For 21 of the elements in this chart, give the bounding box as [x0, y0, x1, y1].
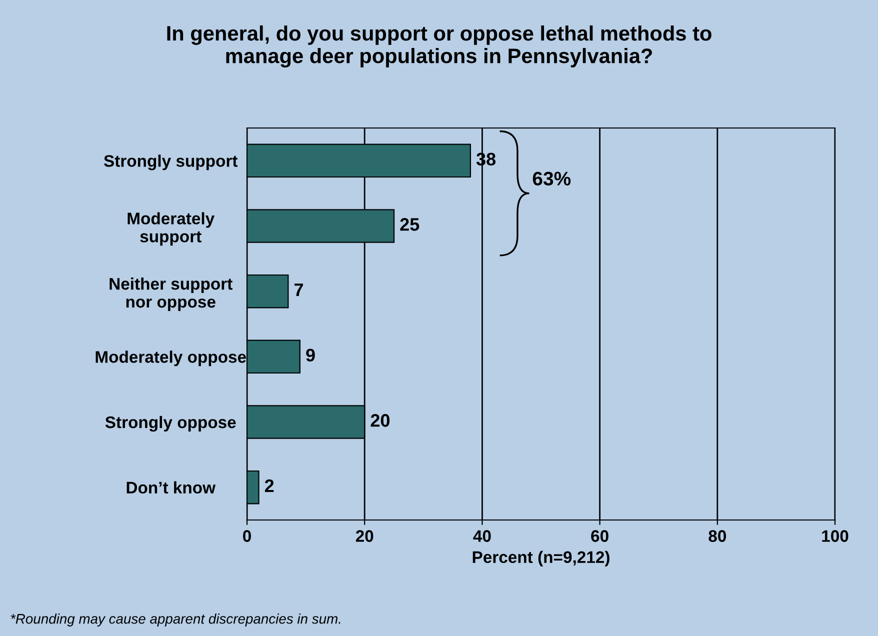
- data-label: 7: [294, 284, 303, 296]
- x-tick-label: 80: [708, 530, 726, 542]
- x-axis-title: Percent (n=9,212): [472, 550, 610, 566]
- x-tick-label: 0: [243, 530, 251, 542]
- data-label: 9: [306, 348, 315, 362]
- x-tick-label: 20: [356, 530, 374, 542]
- y-tick-label: Strongly oppose: [105, 416, 236, 432]
- x-tick-label: 60: [591, 530, 608, 542]
- y-tick-label: Don’t know: [126, 481, 216, 494]
- y-tick-label: Moderately oppose: [96, 350, 246, 366]
- y-tick-label: Moderately support: [128, 212, 215, 246]
- x-tick-label: 100: [822, 530, 848, 542]
- y-tick-label: Strongly support: [104, 154, 238, 170]
- annotation: 63%: [532, 172, 571, 186]
- y-tick-label: Neither support nor oppose: [110, 278, 232, 312]
- text: *Rounding may cause apparent discrepancies in sum.: [10, 614, 340, 626]
- data-label: 20: [370, 414, 390, 427]
- data-label: 25: [400, 218, 420, 231]
- data-label: 2: [264, 479, 274, 492]
- x-tick-label: 40: [473, 530, 491, 542]
- chart-title: In general, do you support or oppose lethal methods to manage deer populations in Pennsylvania?: [167, 25, 712, 68]
